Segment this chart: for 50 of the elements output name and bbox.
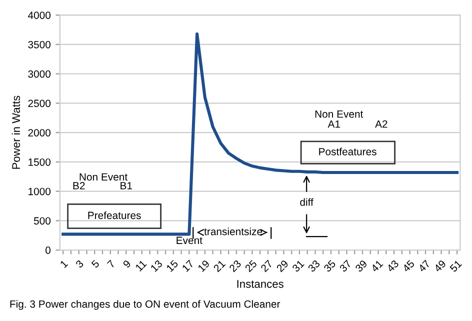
x-tick-label: 19	[197, 260, 210, 272]
x-tick-label: 37	[339, 260, 352, 272]
y-tick-label: 0	[46, 246, 51, 254]
y-tick-label: 2500	[28, 100, 51, 108]
x-tick-label: 45	[402, 260, 415, 273]
x-tick-label: 7	[106, 260, 116, 268]
annotation: Non Event	[80, 173, 128, 181]
x-tick-label: 39	[354, 260, 368, 272]
y-tick-label: 1500	[28, 158, 51, 166]
x-tick-label: 33	[308, 260, 320, 272]
x-tick-label: 29	[276, 260, 289, 272]
x-tick-label: 25	[244, 260, 258, 272]
x-tick-label: 43	[386, 260, 400, 273]
x-tick-label: 47	[418, 260, 430, 272]
y-tick-label: 3500	[28, 40, 51, 48]
x-tick-label: 15	[166, 260, 179, 272]
y-tick-label: 2000	[28, 129, 51, 136]
y-tick-label: 500	[34, 217, 51, 225]
x-tick-label: 13	[150, 260, 163, 272]
line-series	[62, 32, 459, 236]
annotation: Prefeatures	[88, 211, 141, 220]
x-tick-label: 23	[228, 260, 242, 272]
annotation: diff	[300, 198, 314, 206]
caption: Fig. 3 Power changes due to ON event of Vacuum Cleaner	[10, 300, 280, 310]
x-tick-label: 9	[122, 260, 132, 268]
x-tick-label: 35	[323, 260, 336, 272]
x-tick-label: 3	[75, 260, 84, 268]
x-axis-title: Instances	[237, 280, 284, 288]
x-tick-label: 31	[292, 260, 305, 272]
x-tick-label: 27	[260, 260, 273, 272]
annotation: A2	[375, 120, 388, 128]
x-tick-label: 51	[449, 260, 462, 272]
annotation: B2	[73, 182, 85, 190]
y-tick-label: 3000	[28, 70, 51, 78]
y-tick-label: 1000	[28, 188, 51, 196]
x-tick-label: 11	[135, 260, 147, 272]
x-tick-label: 49	[433, 260, 446, 273]
x-tick-label: 5	[91, 260, 100, 268]
annotation: transientsize	[204, 228, 262, 236]
annotation: Postfeatures	[319, 148, 376, 156]
y-axis-title: Power in Watts	[12, 96, 20, 169]
x-tick-label: 17	[182, 260, 194, 272]
x-tick-label: 1	[60, 260, 68, 268]
annotation: B1	[120, 182, 132, 190]
annotation: Event	[176, 236, 202, 244]
annotation: A1	[328, 120, 340, 128]
y-tick-label: 4000	[28, 12, 51, 19]
annotation: Non Event	[315, 110, 364, 118]
x-tick-label: 21	[213, 260, 226, 272]
x-tick-label: 41	[370, 260, 384, 272]
